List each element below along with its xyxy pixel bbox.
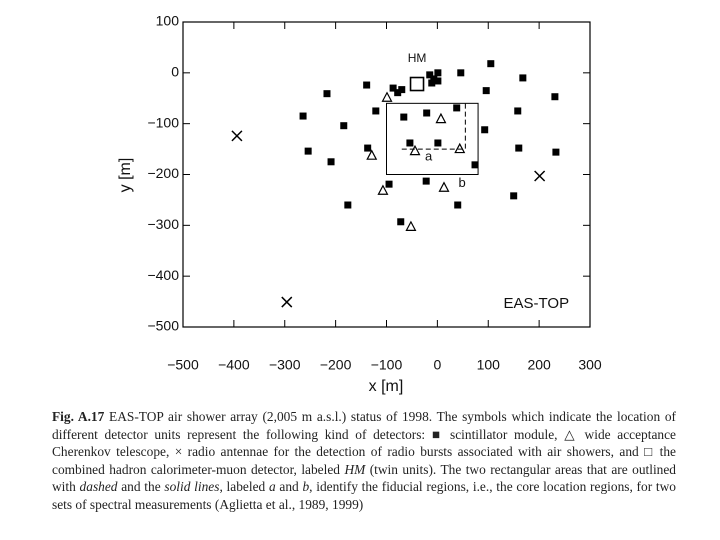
- y-tick-label: −300: [147, 216, 179, 232]
- scintillator: [434, 69, 442, 77]
- cherenkov: [381, 91, 393, 102]
- scintillator: [423, 109, 431, 117]
- hm-detector: [409, 76, 425, 92]
- y-tick-label: −200: [147, 165, 179, 181]
- caption-part: and the: [117, 479, 165, 494]
- scintillator: [363, 81, 371, 89]
- scintillator: [519, 74, 527, 82]
- scintillator: [372, 107, 380, 115]
- scintillator: [398, 86, 406, 94]
- cherenkov: [405, 220, 417, 231]
- scintillator: [481, 126, 489, 134]
- scintillator: [434, 77, 442, 85]
- scintillator: [364, 144, 372, 152]
- scintillator: [482, 87, 490, 95]
- scintillator: [426, 71, 434, 79]
- caption-part: solid lines: [164, 479, 220, 494]
- scintillator: [389, 84, 397, 92]
- y-tick-label: −100: [147, 114, 179, 130]
- radio-antenna: [534, 170, 546, 182]
- scintillator: [304, 147, 312, 155]
- cherenkov: [438, 181, 450, 192]
- scintillator: [457, 69, 465, 77]
- scintillator: [471, 161, 479, 169]
- x-tick-label: −400: [218, 357, 250, 373]
- x-tick-label: 100: [477, 357, 501, 373]
- scintillator: [487, 60, 495, 68]
- scintillator: [299, 112, 307, 120]
- cherenkov: [454, 142, 466, 154]
- scintillator: [454, 201, 462, 209]
- y-axis-label: y [m]: [117, 158, 134, 193]
- x-tick-label: −200: [320, 357, 352, 373]
- scintillator: [400, 113, 408, 121]
- x-tick-label: 300: [578, 357, 602, 373]
- x-tick-label: 200: [527, 357, 551, 373]
- caption-part: HM: [344, 461, 366, 477]
- radio-antenna: [231, 130, 243, 142]
- region-label: a: [425, 149, 433, 164]
- caption-part: a: [268, 479, 276, 494]
- x-tick-label: 0: [433, 357, 441, 373]
- x-tick-label: −100: [371, 357, 403, 373]
- caption-part: dashed: [79, 479, 118, 494]
- scintillator: [327, 158, 335, 166]
- caption-part: Fig. A.17: [52, 409, 105, 424]
- scintillator: [340, 122, 348, 130]
- scintillator: [394, 89, 402, 97]
- y-tick-label: 100: [156, 13, 180, 29]
- scintillator: [323, 90, 331, 98]
- scintillator: [510, 192, 518, 200]
- scintillator: [422, 177, 430, 185]
- scintillator: [385, 180, 393, 188]
- scintillator: [515, 144, 523, 152]
- cherenkov: [435, 112, 447, 124]
- caption-part: , identify the fiducial regions, i.e., t…: [52, 479, 676, 512]
- scintillator: [453, 104, 461, 112]
- caption-part: b: [302, 479, 310, 494]
- scintillator: [552, 148, 560, 156]
- scintillator: [428, 79, 436, 87]
- annotation: EAS-TOP: [504, 295, 570, 312]
- region-b: [386, 102, 479, 175]
- scintillator: [397, 218, 405, 226]
- caption: Fig. A.17 EAS-TOP air shower array (2,00…: [52, 408, 676, 513]
- cherenkov: [409, 144, 421, 156]
- scintillator: [406, 139, 414, 147]
- y-tick-label: 0: [171, 64, 179, 80]
- radio-antenna: [281, 296, 293, 308]
- scintillator: [551, 93, 559, 101]
- y-tick-label: −400: [147, 267, 179, 283]
- x-axis-label: x [m]: [369, 378, 404, 395]
- scintillator: [344, 201, 352, 209]
- caption-part: and: [275, 479, 303, 494]
- x-tick-label: −500: [167, 357, 199, 373]
- y-tick-label: −500: [147, 318, 179, 334]
- annotation: HM: [408, 51, 427, 65]
- caption-part: (twin units). The two rectangular areas …: [52, 461, 677, 495]
- cherenkov: [377, 184, 389, 195]
- scintillator: [434, 139, 442, 147]
- scintillator: [514, 107, 522, 115]
- scintillator: [430, 75, 438, 83]
- cherenkov: [366, 149, 378, 160]
- caption-part: , labeled: [219, 479, 269, 494]
- region-label: b: [458, 175, 465, 190]
- caption-part: EAS-TOP air shower array (2,005 m a.s.l.…: [52, 409, 676, 477]
- chart: x [m] y [m] −500 −400 −300 −200 −100 0 100 200 3…: [117, 13, 602, 396]
- x-tick-label: −300: [269, 357, 301, 373]
